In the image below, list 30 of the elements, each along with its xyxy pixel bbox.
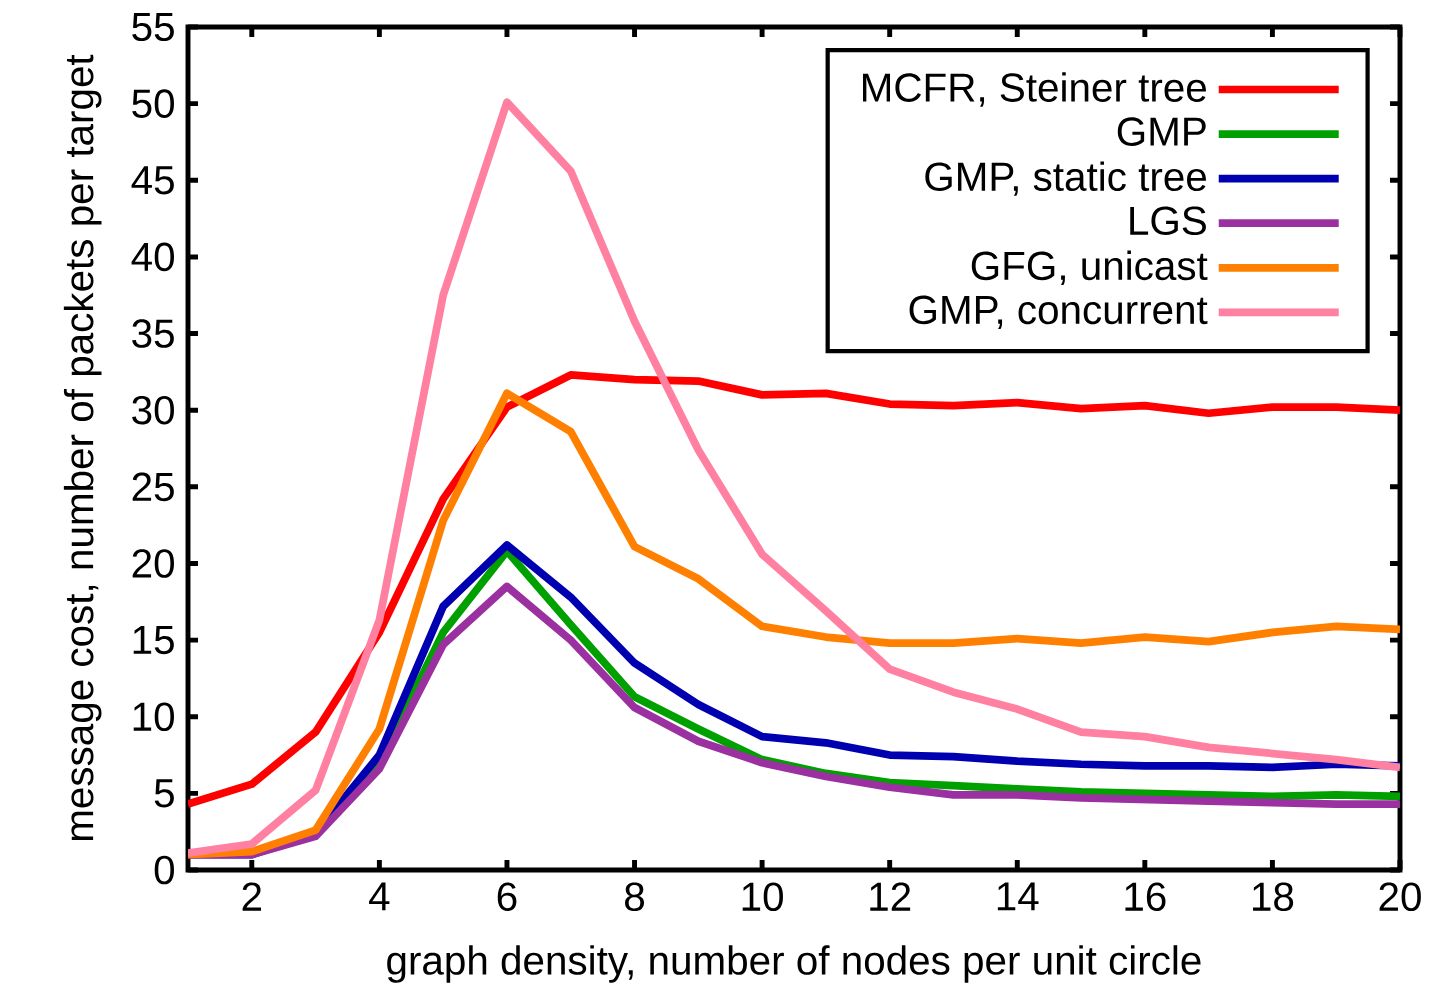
legend-label: LGS [1130, 206, 1206, 236]
y-tick-label: 55 [132, 12, 174, 42]
y-tick-label: 45 [131, 166, 174, 195]
legend-label: MCFR, Steiner tree [863, 72, 1206, 107]
x-tick-label: 8 [625, 882, 645, 912]
y-tick-label: 40 [131, 242, 174, 272]
x-tick-label: 18 [1253, 882, 1294, 912]
y-axis-title: message cost, number of packets per target [63, 54, 102, 841]
legend-label: GMP, static tree [925, 161, 1206, 196]
x-tick-label: 14 [997, 882, 1039, 911]
x-tick-label: 12 [870, 882, 911, 911]
legend-label: GFG, unicast [971, 250, 1208, 285]
x-tick-label: 20 [1379, 882, 1421, 912]
y-tick-label: 0 [154, 855, 174, 885]
y-tick-label: 10 [133, 702, 174, 732]
y-tick-label: 50 [132, 89, 174, 118]
legend-label: GMP [1117, 117, 1206, 146]
x-tick-label: 16 [1125, 882, 1166, 912]
x-tick-label: 6 [497, 882, 517, 912]
y-tick-label: 20 [132, 549, 174, 578]
x-tick-label: 2 [242, 882, 261, 911]
x-tick-label: 4 [369, 882, 390, 911]
y-tick-label: 5 [154, 779, 174, 808]
x-tick-label: 10 [742, 882, 783, 912]
x-axis-title: graph density, number of nodes per unit circle [387, 945, 1201, 983]
y-tick-label: 15 [133, 626, 174, 655]
y-tick-label: 30 [132, 395, 174, 425]
y-tick-label: 35 [132, 319, 174, 348]
y-tick-label: 25 [132, 472, 174, 502]
legend-label: GMP, concurrent [909, 295, 1208, 330]
